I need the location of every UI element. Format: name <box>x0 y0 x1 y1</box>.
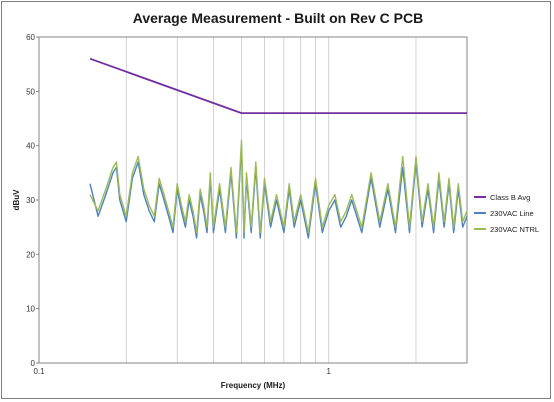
legend-label-class-b-avg: Class B Avg <box>490 193 530 202</box>
legend-label-230vac-line: 230VAC Line <box>490 209 534 218</box>
y-tick-label: 0 <box>31 359 36 368</box>
series-group <box>89 57 468 239</box>
x-axis-label: Frequency (MHz) <box>221 381 286 390</box>
y-tick-label: 40 <box>26 142 35 151</box>
series-line-class-b-avg <box>89 57 467 114</box>
y-tick-label: 10 <box>26 305 35 314</box>
x-tick-label: 1 <box>327 367 332 376</box>
y-tick-label: 60 <box>26 33 35 42</box>
legend: Class B Avg 230VAC Line 230VAC NTRL <box>474 193 539 234</box>
tick-labels: 0 10 20 30 40 50 60 0.1 1 <box>26 33 331 376</box>
series-line-230vac-ntrl <box>89 139 468 234</box>
y-tick-label: 30 <box>26 196 35 205</box>
x-tick-label: 0.1 <box>33 367 45 376</box>
chart-title: Average Measurement - Built on Rev C PCB <box>133 10 423 26</box>
y-tick-label: 50 <box>26 87 35 96</box>
grid <box>125 37 417 363</box>
y-tick-label: 20 <box>26 250 35 259</box>
y-axis-label: dBuV <box>12 189 21 211</box>
legend-label-230vac-ntrl: 230VAC NTRL <box>490 225 539 234</box>
